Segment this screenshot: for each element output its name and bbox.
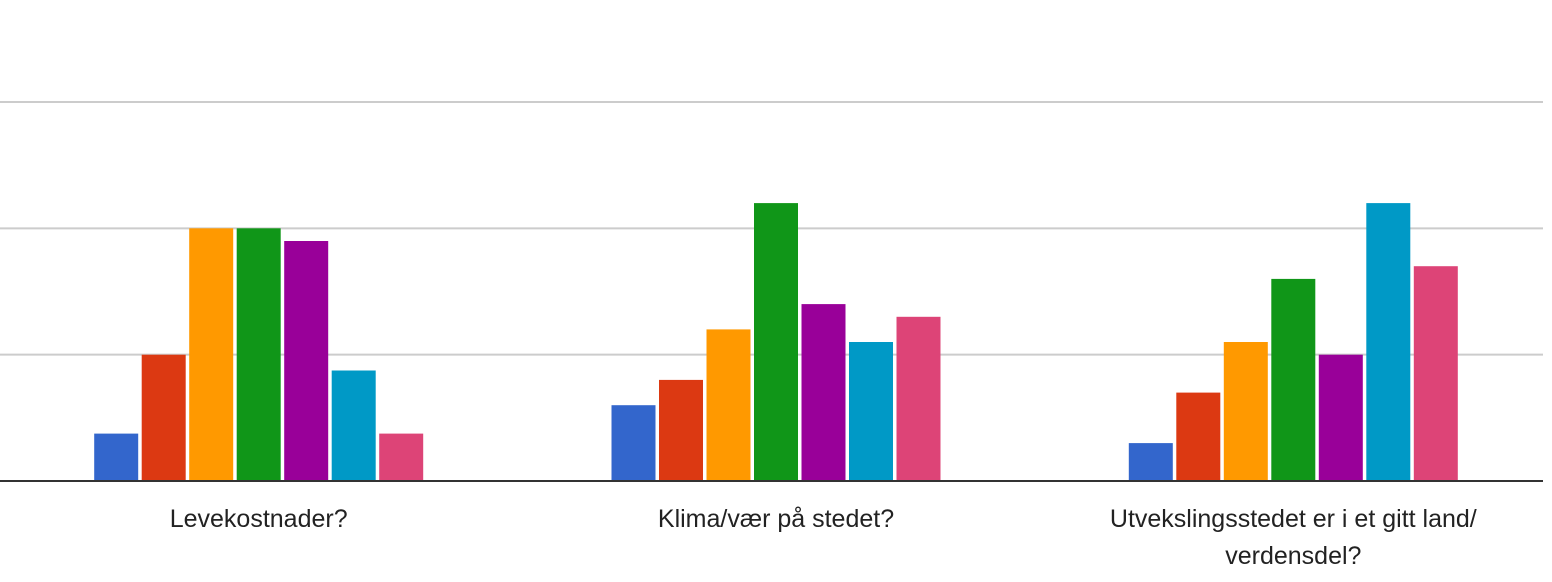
bar <box>331 370 376 481</box>
category-label-line: verdensdel? <box>1225 542 1361 570</box>
bar <box>236 228 281 481</box>
category-label-line: Klima/vær på stedet? <box>658 505 894 533</box>
category-label-line: Utvekslingsstedet er i et gitt land/ <box>1110 505 1477 533</box>
category-label: Klima/vær på stedet? <box>658 505 894 533</box>
category-label: Levekostnader? <box>170 505 348 533</box>
bar <box>189 228 234 481</box>
bar <box>849 342 893 481</box>
bar <box>896 316 941 481</box>
bar <box>1223 342 1268 481</box>
bar <box>801 304 846 481</box>
bar <box>1318 354 1363 481</box>
bar <box>379 433 424 481</box>
bar <box>1366 203 1411 481</box>
bar <box>94 433 139 481</box>
bar <box>1176 392 1221 481</box>
category-label-line: Levekostnader? <box>170 505 348 533</box>
bar <box>1413 266 1458 481</box>
bar <box>706 329 751 481</box>
bar <box>141 354 186 481</box>
bars <box>94 203 1458 481</box>
category-labels: Levekostnader? Klima/vær på stedet? Utveks… <box>170 505 1477 570</box>
bar <box>1271 278 1316 481</box>
bar <box>611 405 656 481</box>
category-label: Utvekslingsstedet er i et gitt land/verd… <box>1110 505 1477 570</box>
bar <box>659 379 703 481</box>
bar <box>1128 443 1173 481</box>
bar <box>284 241 329 481</box>
bar <box>754 203 798 481</box>
